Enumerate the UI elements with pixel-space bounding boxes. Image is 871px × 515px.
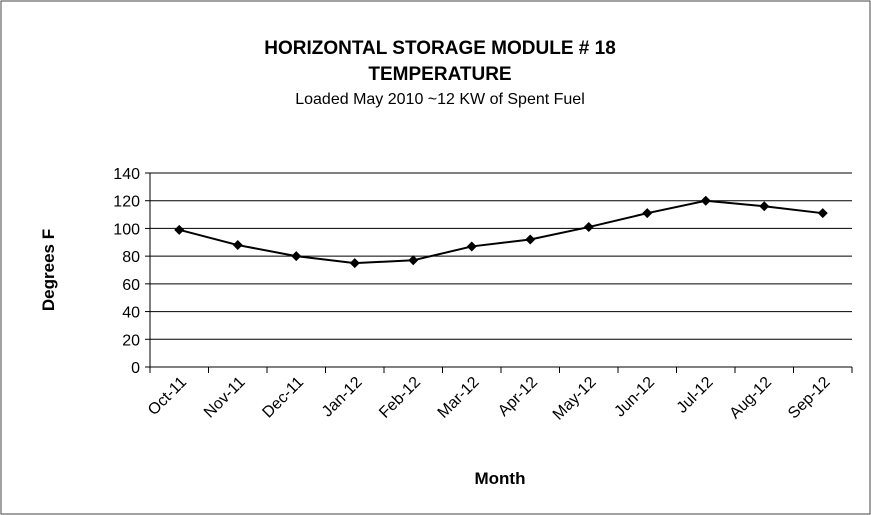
data-point [349,258,360,269]
y-tick-label: 80 [122,249,140,266]
y-tick-label: 60 [122,277,140,294]
chart-subtitle: Loaded May 2010 ~12 KW of Spent Fuel [295,91,585,108]
y-axis-label: Degrees F [39,229,58,311]
x-axis-label: Month [475,469,526,488]
y-tick-label: 40 [122,305,140,322]
y-tick-label: 20 [122,332,140,349]
data-point [759,201,770,212]
chart-title: TEMPERATURE [368,64,511,85]
y-tick-label: 140 [113,166,140,183]
y-tick-label: 100 [113,221,140,238]
data-point [174,224,185,235]
data-point [700,195,711,206]
chart-title: HORIZONTAL STORAGE MODULE # 18 [264,38,616,59]
y-tick-label: 120 [113,194,140,211]
data-point [525,234,536,245]
data-point [642,208,653,219]
data-point [817,208,828,219]
data-point [583,222,594,233]
data-point [408,255,419,266]
data-point [291,251,302,262]
series-line [178,199,823,265]
y-tick-label: 0 [131,360,140,377]
data-point [232,240,243,251]
data-point [466,241,477,252]
